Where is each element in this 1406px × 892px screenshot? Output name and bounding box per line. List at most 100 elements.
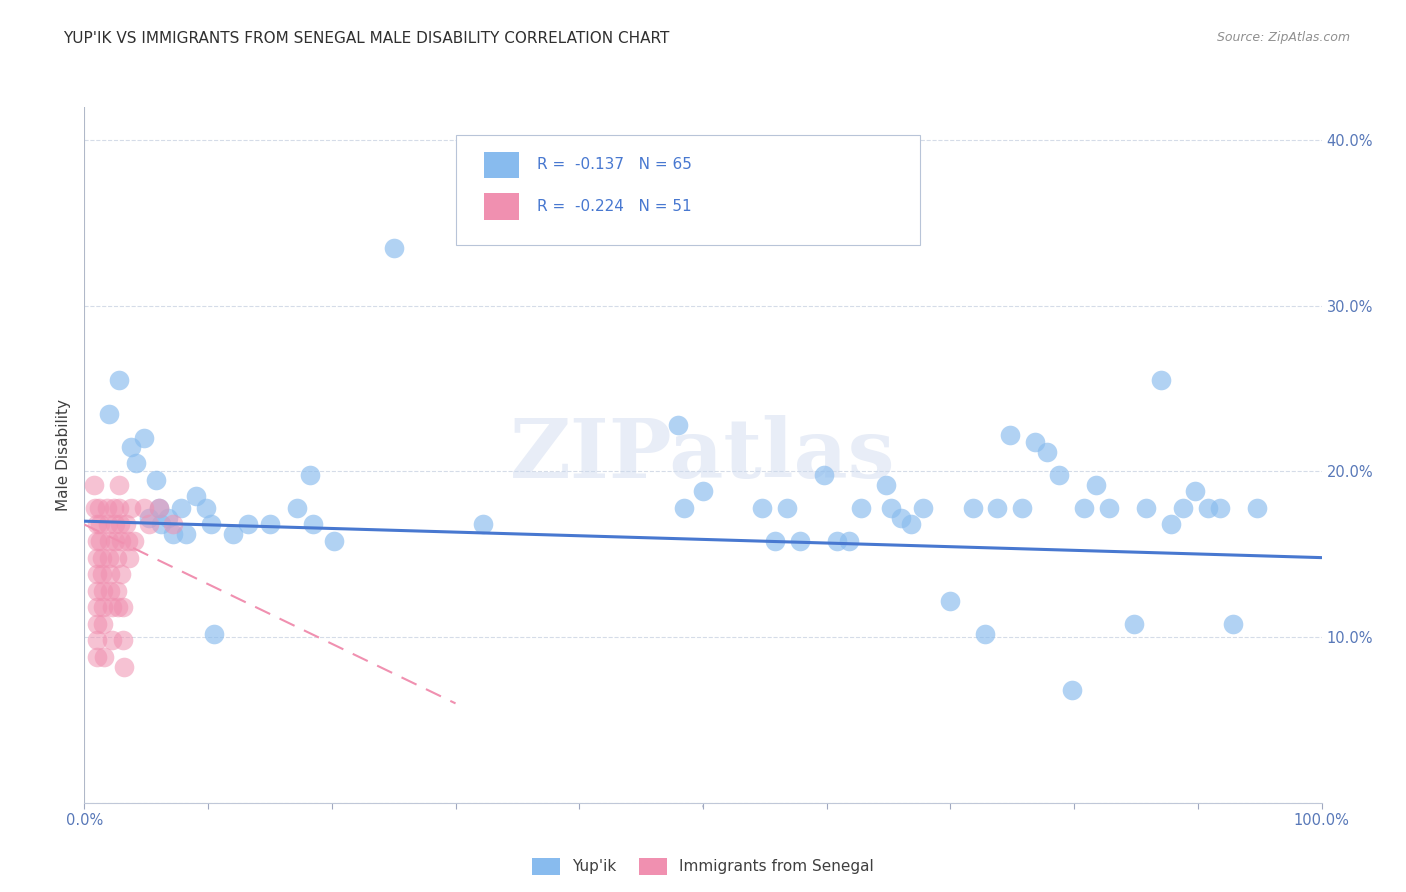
Point [125,456,148,470]
Point [1150,373,1173,387]
Text: YUP'IK VS IMMIGRANTS FROM SENEGAL MALE DISABILITY CORRELATION CHART: YUP'IK VS IMMIGRANTS FROM SENEGAL MALE D… [63,31,669,46]
FancyBboxPatch shape [456,135,920,244]
Point [91,600,114,615]
Point [98,567,121,582]
Point [1209,500,1232,515]
Point [132,500,155,515]
Point [83,477,105,491]
Point [84,500,107,515]
Point [103,500,125,515]
Point [692,484,714,499]
Point [184,489,207,503]
Point [100,600,122,615]
Point [162,517,184,532]
Point [1171,500,1194,515]
Point [86,517,108,532]
Y-axis label: Male Disability: Male Disability [56,399,72,511]
Point [875,477,897,491]
Point [110,517,132,532]
Text: R =  -0.224   N = 51: R = -0.224 N = 51 [537,199,692,214]
Point [174,527,197,541]
Point [789,534,811,549]
Point [120,440,142,454]
Point [1222,616,1244,631]
Point [150,517,173,532]
Point [86,633,108,648]
Point [98,534,121,549]
Point [89,500,111,515]
Point [89,534,111,549]
Text: R =  -0.137   N = 65: R = -0.137 N = 65 [537,157,692,172]
Point [97,517,120,532]
Point [132,431,155,445]
Point [162,527,184,541]
Point [117,534,139,549]
Point [323,534,346,549]
Point [838,534,860,549]
Point [1060,683,1083,698]
Point [110,567,132,582]
Point [1246,500,1268,515]
Point [148,500,170,515]
FancyBboxPatch shape [484,152,519,178]
Point [1135,500,1157,515]
Point [998,428,1021,442]
Point [962,500,984,515]
Point [110,534,132,549]
Point [112,660,135,674]
Point [939,593,962,607]
Point [108,373,131,387]
Point [108,477,131,491]
Point [880,500,903,515]
Point [170,500,193,515]
Text: Source: ZipAtlas.com: Source: ZipAtlas.com [1216,31,1350,45]
Point [115,517,138,532]
Point [285,500,308,515]
FancyBboxPatch shape [484,194,519,219]
Point [194,500,217,515]
Point [108,500,131,515]
Legend: Yup'ik, Immigrants from Senegal: Yup'ik, Immigrants from Senegal [533,857,873,875]
Point [666,418,689,433]
Point [111,600,134,615]
Point [86,616,108,631]
Point [98,407,121,421]
Point [813,467,835,482]
Point [751,500,773,515]
Point [107,600,129,615]
Point [259,517,281,532]
Point [98,550,121,565]
Point [776,500,799,515]
Point [1073,500,1095,515]
Point [90,567,112,582]
Point [890,511,912,525]
Point [86,550,108,565]
Point [90,550,112,565]
Point [1024,434,1046,449]
Point [120,500,142,515]
Point [93,650,115,665]
Point [98,583,121,598]
Point [1047,467,1070,482]
Point [100,633,122,648]
Point [825,534,848,549]
Point [1122,616,1144,631]
Point [912,500,935,515]
Point [86,534,108,549]
Point [1036,444,1059,458]
Point [763,534,786,549]
Point [111,633,134,648]
Point [104,517,127,532]
Point [86,650,108,665]
Point [900,517,922,532]
Point [104,534,127,549]
Point [673,500,696,515]
Point [1197,500,1219,515]
Point [298,467,321,482]
Point [157,511,180,525]
Point [138,517,160,532]
Point [851,500,873,515]
Point [1160,517,1182,532]
Point [148,500,170,515]
Point [1098,500,1121,515]
